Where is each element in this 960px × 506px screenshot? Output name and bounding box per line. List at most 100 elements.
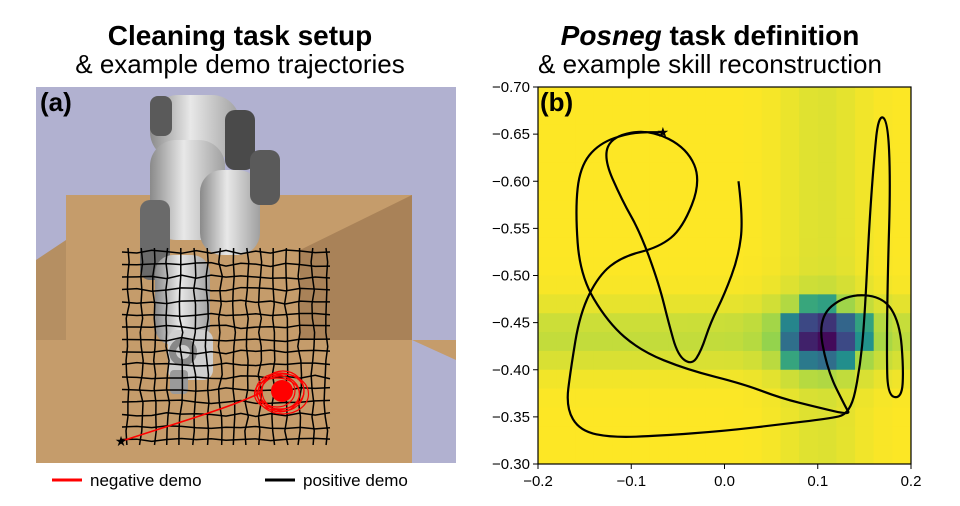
heatmap-cell [761,143,782,163]
heatmap-cell [668,294,688,314]
positive-demo-trajectories [121,247,331,446]
heatmap-cell [743,143,763,163]
heatmap-cell [780,256,800,277]
heatmap-cell [687,275,707,295]
heatmap-cell [687,445,707,464]
heatmap-cell [649,162,670,182]
heatmap-cell [817,181,837,201]
heatmap-cell [649,143,670,163]
heatmap-cell [631,162,651,182]
legend: negative demo positive demo [52,471,408,490]
positive-demo-stroke [121,274,331,280]
positive-demo-stroke [257,247,263,446]
heatmap-cell [780,426,800,446]
heatmap-cell [538,275,558,295]
heatmap-cell [799,200,819,220]
heatmap-cell [631,350,651,371]
heatmap-cell [724,350,744,371]
right-panel-title-italic: Posneg [560,20,662,51]
heatmap-cell [556,313,576,333]
heatmap-cell [892,445,911,464]
heatmap-cell [612,313,632,333]
heatmap-cell [631,294,651,314]
start-star-marker: ★ [115,433,128,449]
heatmap-cell [649,332,670,352]
heatmap-cell [538,87,558,107]
heatmap-cell [780,105,800,126]
y-tick-label: −0.65 [492,126,530,143]
heatmap-cell [724,124,744,145]
positive-demo-stroke [121,312,331,318]
heatmap-cell [687,313,707,333]
heatmap-cell [705,332,726,352]
heatmap-cell [780,237,800,258]
heatmap-cell [593,369,614,390]
heatmap-cell [743,87,763,107]
heatmap-cell [761,350,782,371]
y-tick-label: −0.60 [492,173,530,190]
heatmap-cell [892,162,911,182]
heatmap-cell [668,87,688,107]
heatmap-cell [761,426,782,446]
heatmap-cell [780,87,800,107]
heatmap-cell [780,388,800,409]
heatmap-cell [575,200,595,220]
heatmap-cell [538,237,558,258]
heatmap-cell [556,87,576,107]
heatmap-cell [538,388,558,409]
x-axis: −0.2 −0.1 0.0 0.1 0.2 [523,464,921,490]
heatmap-cell [855,237,875,258]
heatmap-cell [705,87,726,107]
heatmap-cell [892,369,911,390]
heatmap-cell [761,294,782,314]
heatmap-cell [743,350,763,371]
heatmap-cell [855,181,875,201]
heatmap-cell [538,350,558,371]
heatmap-cell [668,369,688,390]
heatmap-cell [855,350,875,371]
heatmap-cell [855,426,875,446]
heatmap-cell [575,369,595,390]
heatmap-cell [575,388,595,409]
heatmap-cell [780,181,800,201]
heatmap-cell [836,181,856,201]
heatmap-cell [724,218,744,239]
cleaning-scene-image: ★ [36,87,456,463]
heatmap-cell [556,218,576,239]
heatmap-cell [836,237,856,258]
heatmap-cell [687,369,707,390]
heatmap-cell [836,275,856,295]
heatmap-cell [873,350,893,371]
heatmap-cell [817,200,837,220]
heatmap-cell [649,200,670,220]
positive-demo-stroke [178,247,184,446]
heatmap-cell [724,445,744,464]
heatmap-cell [649,87,670,107]
heatmap-cell [743,256,763,277]
positive-demo-stroke [121,349,331,355]
heatmap-cell [724,388,744,409]
heatmap-cell [724,105,744,126]
heatmap-cell [892,87,911,107]
heatmap-cell [556,143,576,163]
heatmap-cell [556,332,576,352]
heatmap-cell [780,294,800,314]
heatmap-cell [761,313,782,333]
heatmap-cell [631,256,651,277]
heatmap-cell [761,332,782,352]
heatmap-cell [668,313,688,333]
robot-arm [140,95,280,394]
positive-demo-stroke [121,249,331,255]
heatmap-cell [873,162,893,182]
heatmap-cell [892,181,911,201]
heatmap-cell [780,124,800,145]
heatmap-cell [705,124,726,145]
heatmap-cell [799,350,819,371]
heatmap-cell [538,369,558,390]
heatmap-cell [575,350,595,371]
heatmap-cell [780,143,800,163]
heatmap-cell [799,87,819,107]
positive-demo-stroke [121,286,331,293]
heatmap-cell [705,275,726,295]
heatmap-cell [705,237,726,258]
